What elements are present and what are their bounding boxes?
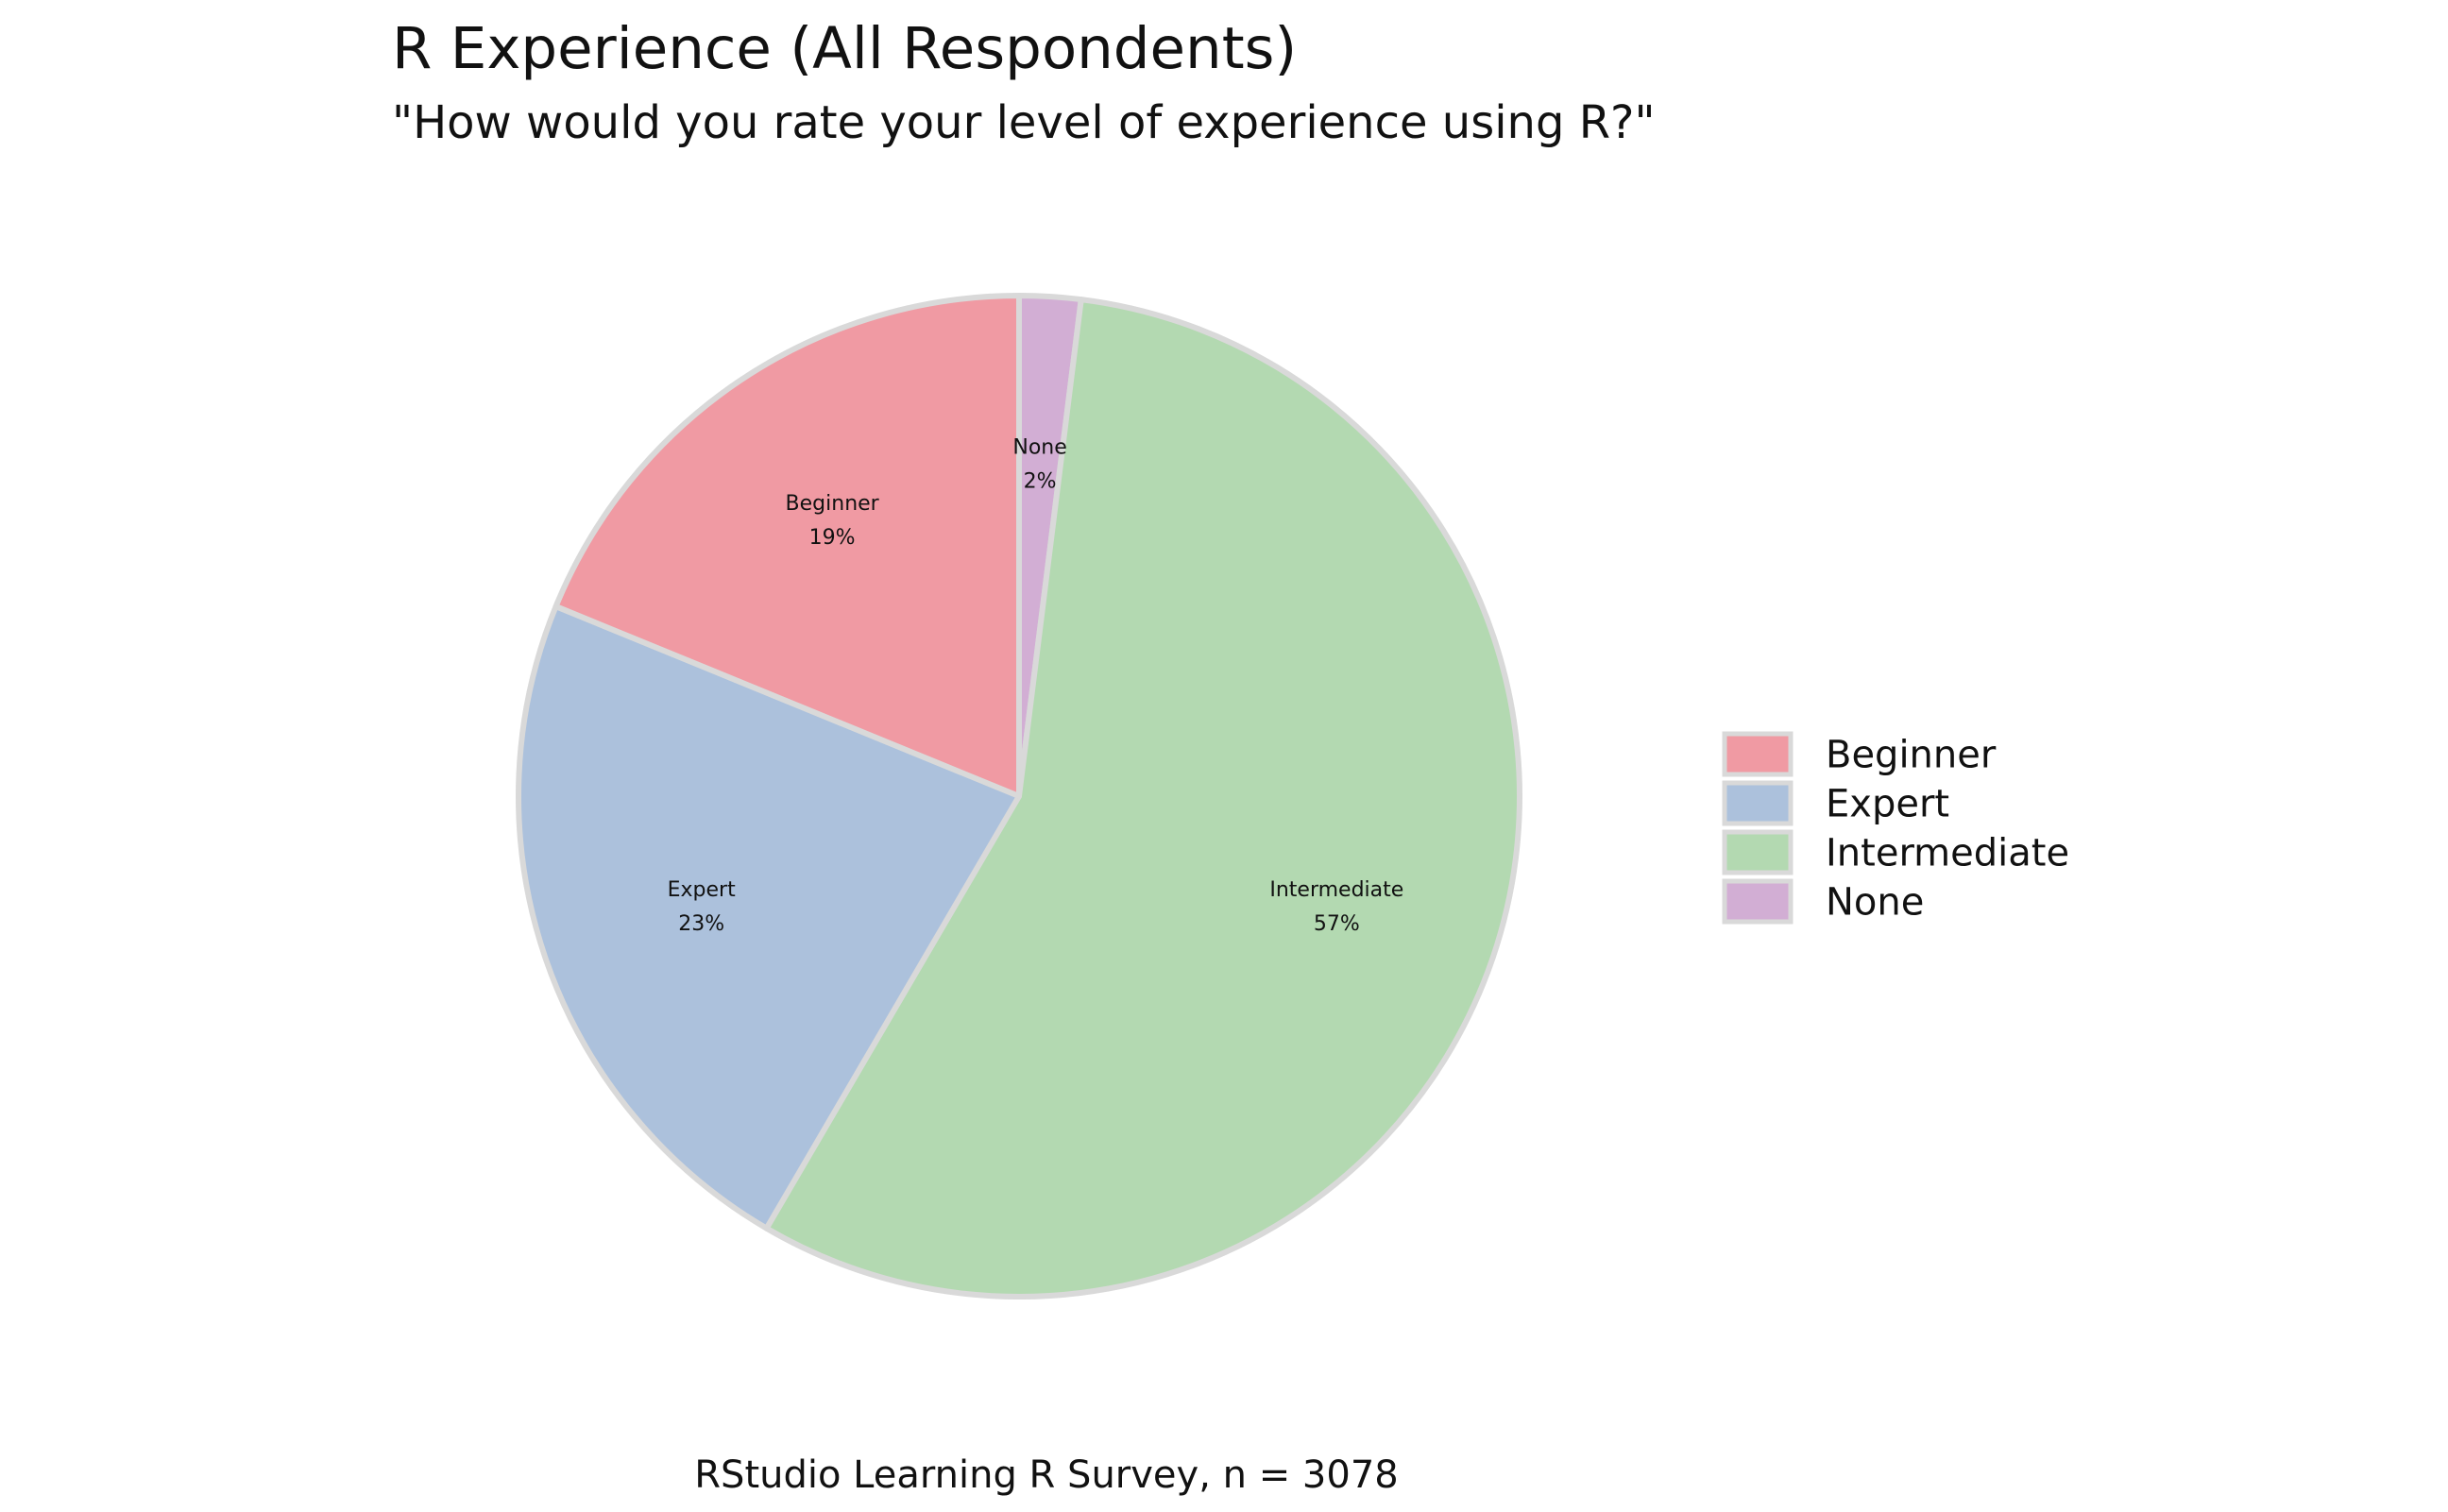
- slice-percent-label-expert: 23%: [678, 912, 724, 936]
- slice-category-label-intermediate: Intermediate: [1269, 878, 1403, 902]
- pie-slices: [516, 293, 1523, 1300]
- slice-category-label-expert: Expert: [668, 878, 736, 902]
- slice-category-label-none: None: [1012, 436, 1066, 460]
- legend-label-beginner: Beginner: [1826, 734, 1997, 777]
- legend-label-intermediate: Intermediate: [1826, 832, 2069, 875]
- legend-swatch-intermediate: [1722, 829, 1794, 875]
- pie-slice-expert: [516, 603, 1022, 1232]
- legend-swatch-expert: [1722, 780, 1794, 826]
- pie-slice-beginner: [552, 293, 1022, 799]
- legend-label-expert: Expert: [1826, 783, 1949, 826]
- legend-swatch-beginner: [1722, 731, 1794, 777]
- slice-percent-label-none: 2%: [1024, 470, 1057, 494]
- pie-slice-labels: None 2% Intermediate 57% Expert 23% Beginner 19…: [668, 436, 1404, 936]
- slice-category-label-beginner: Beginner: [786, 492, 880, 516]
- pie-slice-intermediate: [763, 297, 1523, 1300]
- slice-percent-label-beginner: 19%: [809, 526, 856, 550]
- chart-title: R Experience (All Respondents): [392, 15, 1297, 82]
- chart-caption: RStudio Learning R Survey, n = 3078: [694, 1453, 1398, 1497]
- legend-swatch-none: [1722, 878, 1794, 925]
- slice-percent-label-intermediate: 57%: [1314, 912, 1360, 936]
- chart-subtitle: "How would you rate your level of experi…: [392, 96, 1656, 149]
- legend: Beginner Expert Intermediate None: [1722, 731, 2069, 925]
- legend-label-none: None: [1826, 881, 1924, 925]
